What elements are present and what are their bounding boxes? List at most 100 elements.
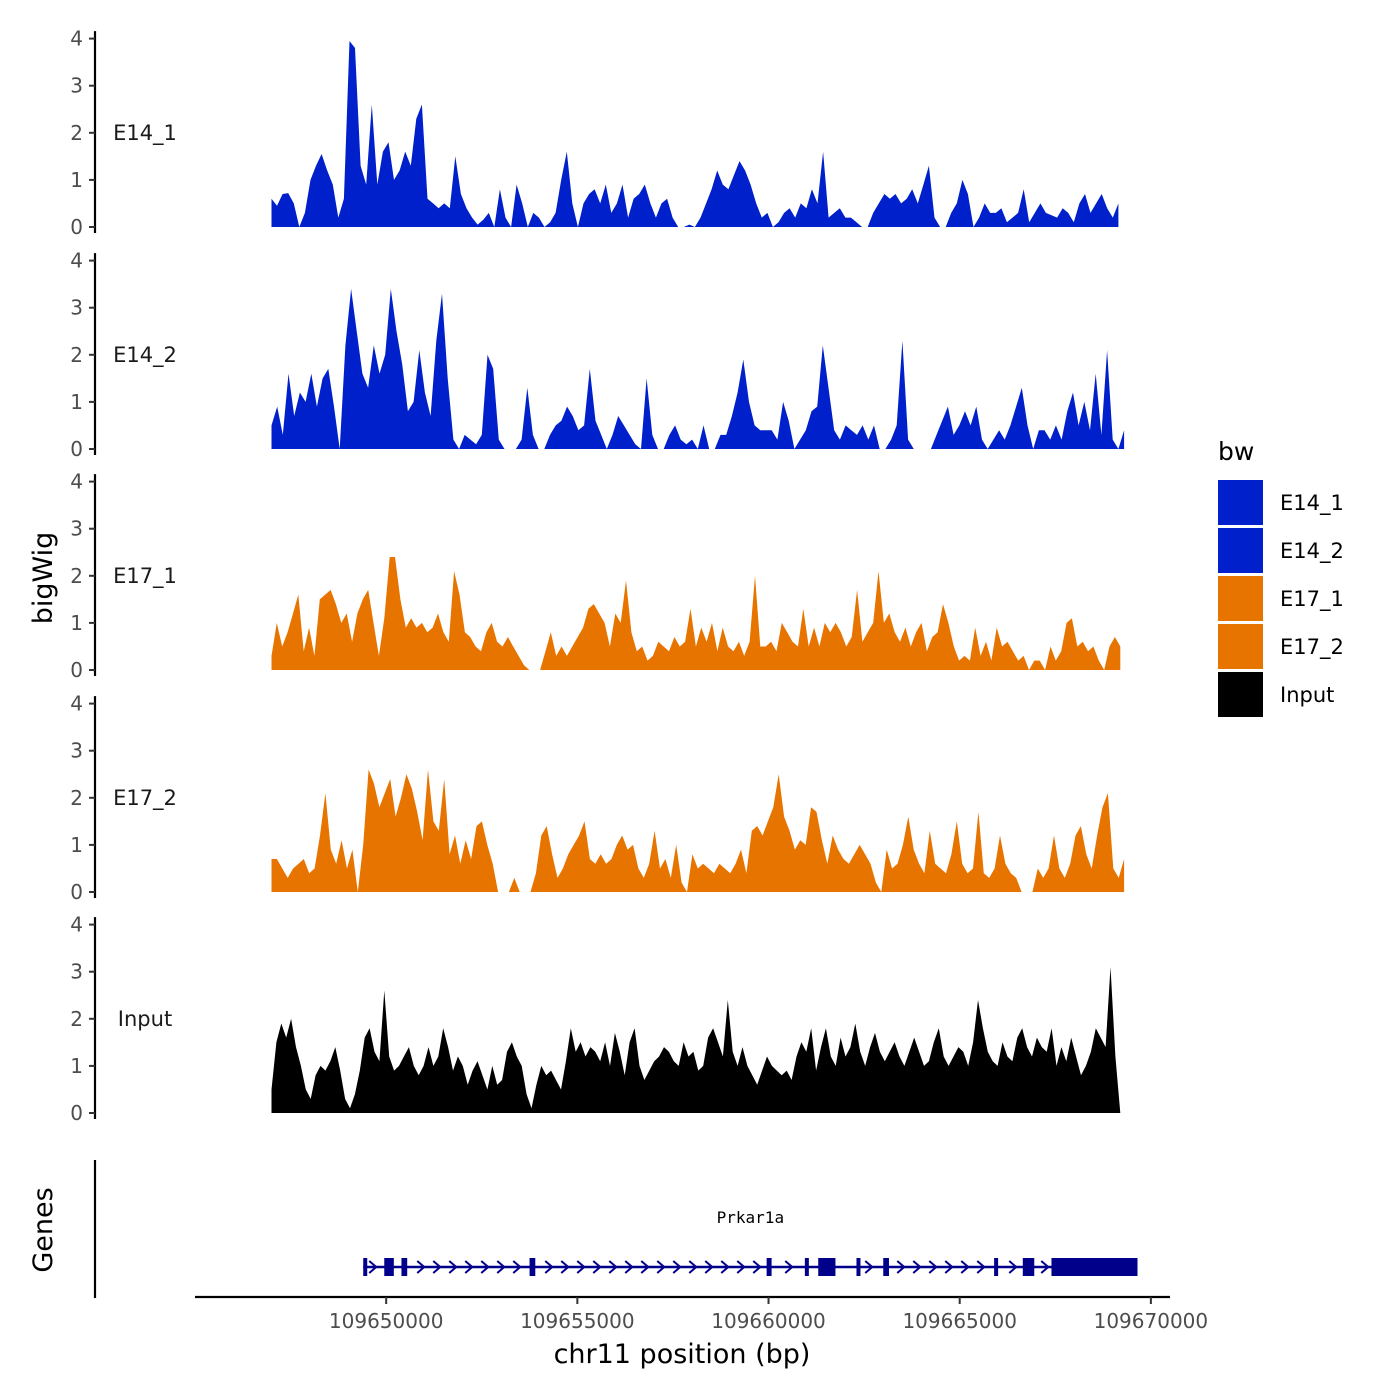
strand-arrow [896,1260,906,1274]
y-tick-label: 0 [70,1101,83,1125]
strand-arrow [448,1260,458,1274]
x-tick-label: 109660000 [711,1309,826,1333]
coverage-area-e17_2 [271,769,1125,892]
y-tick-label: 0 [70,658,83,682]
y-axis-title: bigWig [28,532,59,625]
strand-arrow [608,1260,618,1274]
x-tick-label: 109650000 [329,1309,444,1333]
y-tick-label: 0 [70,437,83,461]
legend: bw E14_1 E14_2 E17_1 E17_2 Input [1218,437,1344,717]
y-tick-label: 3 [70,74,83,98]
legend-item-e14_1: E14_1 [1218,480,1344,525]
strand-arrow [576,1260,586,1274]
strand-arrow [416,1260,426,1274]
y-tick-label: 1 [70,833,83,857]
gene-exon [1051,1258,1138,1276]
legend-label: E14_1 [1280,491,1344,516]
strand-arrow [752,1260,762,1274]
y-tick-label: 1 [70,168,83,192]
legend-label: E17_1 [1280,587,1344,612]
track-e17_1: 0 1 2 3 4 E17_1 [70,470,1121,682]
strand-arrow [960,1260,970,1274]
legend-label: Input [1280,683,1334,707]
legend-item-e14_2: E14_2 [1218,528,1344,573]
y-tick-label: 1 [70,1054,83,1078]
strand-arrow [624,1260,634,1274]
strand-arrow [560,1260,570,1274]
y-tick-label: 4 [70,470,83,494]
coverage-area-input [271,967,1121,1113]
strand-arrow [368,1260,378,1274]
legend-item-e17_1: E17_1 [1218,576,1344,621]
gene-name-label: Prkar1a [717,1208,784,1227]
gene-exon [994,1258,999,1276]
track-e14_1: 0 1 2 3 4 E14_1 [70,27,1119,239]
gene-exon [818,1258,836,1276]
strand-arrow [720,1260,730,1274]
gene-exon [529,1258,536,1276]
track-label-e17_1: E17_1 [113,564,177,589]
track-label-e14_2: E14_2 [113,343,177,368]
y-tick-label: 1 [70,390,83,414]
legend-swatch [1218,624,1263,669]
gene-exon [401,1258,408,1276]
strand-arrow [1008,1260,1018,1274]
y-tick-label: 2 [70,564,83,588]
y-tick-label: 0 [70,215,83,239]
x-tick-label: 109655000 [520,1309,635,1333]
gene-exon [363,1258,368,1276]
y-tick-label: 4 [70,27,83,51]
strand-arrow [464,1260,474,1274]
track-e17_2: 0 1 2 3 4 E17_2 [70,692,1125,904]
gene-exon [1022,1258,1035,1276]
gene-exon [804,1258,809,1276]
track-e14_2: 0 1 2 3 4 E14_2 [70,249,1125,461]
y-tick-label: 2 [70,343,83,367]
legend-label: E14_2 [1280,539,1344,564]
coverage-area-e17_1 [271,557,1121,670]
strand-arrow [592,1260,602,1274]
strand-arrow [432,1260,442,1274]
y-tick-label: 4 [70,249,83,273]
gene-exon [766,1258,772,1276]
y-tick-label: 1 [70,611,83,635]
track-label-e17_2: E17_2 [113,786,177,811]
strand-arrow [1040,1260,1050,1274]
legend-swatch [1218,672,1263,717]
strand-arrow [640,1260,650,1274]
y-tick-label: 3 [70,960,83,984]
legend-swatch [1218,528,1263,573]
y-tick-label: 2 [70,121,83,145]
track-input: 0 1 2 3 4 Input [70,913,1121,1125]
strand-arrow [928,1260,938,1274]
strand-arrow [512,1260,522,1274]
strand-arrow [544,1260,554,1274]
gene-track: Prkar1a [93,1160,1138,1298]
track-label-input: Input [118,1007,172,1031]
strand-arrow [736,1260,746,1274]
coverage-area-e14_2 [271,288,1125,449]
legend-item-input: Input [1218,672,1334,717]
legend-swatch [1218,576,1263,621]
gene-exon [856,1258,861,1276]
coverage-area-e14_1 [271,41,1119,227]
x-axis: 109650000 109655000 109660000 109665000 1096… [195,1295,1208,1333]
y-tick-label: 0 [70,880,83,904]
x-tick-label: 109665000 [902,1309,1017,1333]
strand-arrow [704,1260,714,1274]
y-tick-label: 3 [70,296,83,320]
gene-exon [883,1258,889,1276]
y-tick-label: 2 [70,1007,83,1031]
gene-exon [384,1258,394,1276]
legend-label: E17_2 [1280,635,1344,660]
legend-title: bw [1218,437,1254,466]
y-tick-label: 3 [70,517,83,541]
gene-prkar1a: Prkar1a [363,1208,1138,1276]
strand-arrow [912,1260,922,1274]
y-tick-label: 4 [70,913,83,937]
strand-arrow [656,1260,666,1274]
strand-arrow [496,1260,506,1274]
track-label-e14_1: E14_1 [113,121,177,146]
strand-arrow [688,1260,698,1274]
